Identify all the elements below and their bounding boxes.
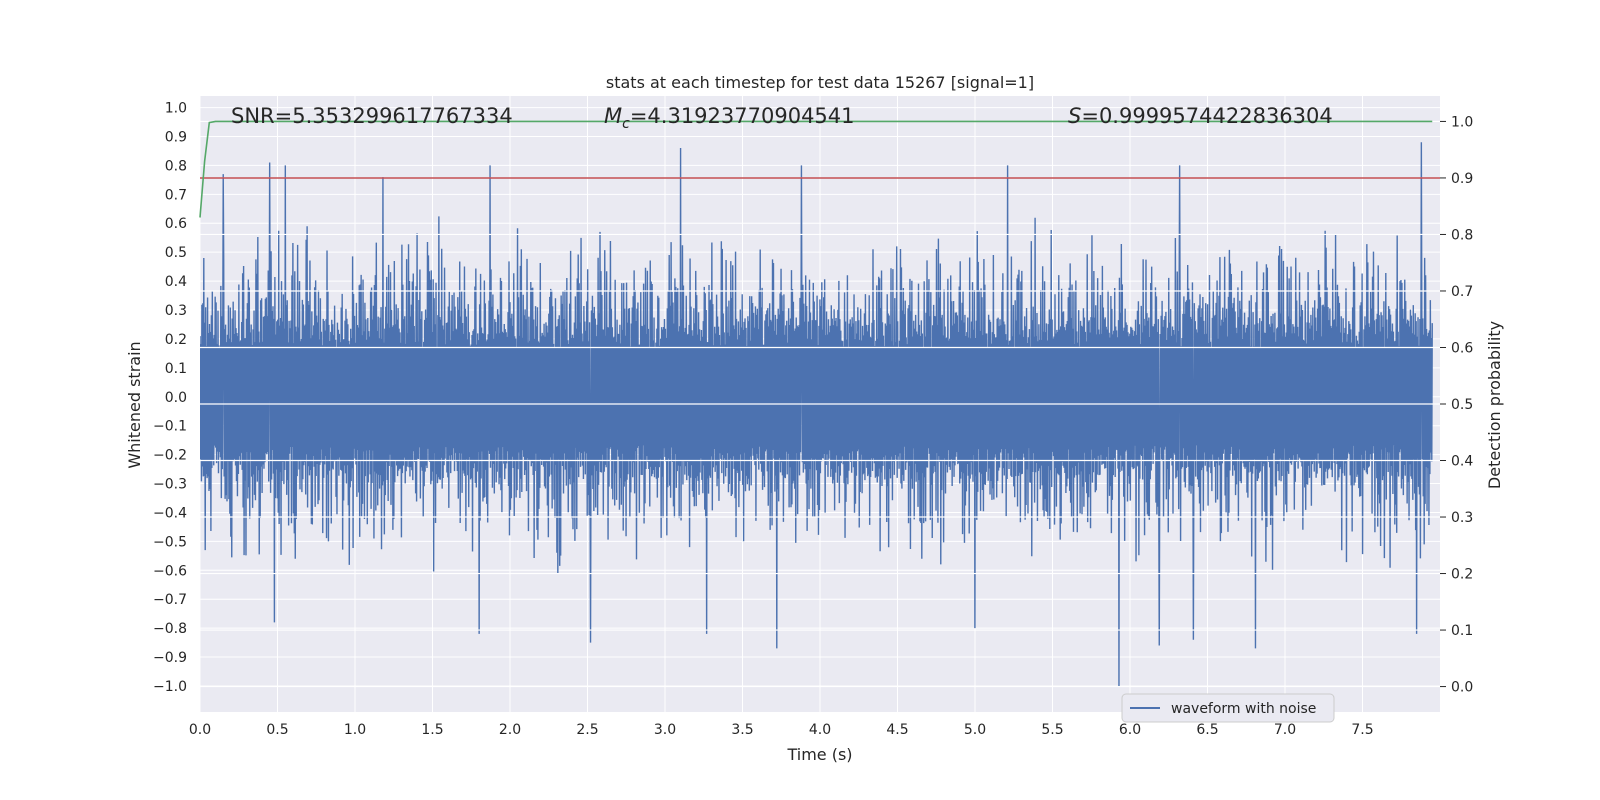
legend-label: waveform with noise: [1171, 701, 1316, 717]
y-tick-label: 0.2: [165, 332, 187, 348]
probability-line: [199, 120, 1433, 218]
y-tick-label: −0.7: [153, 592, 187, 608]
y-tick-label: −0.8: [153, 621, 187, 637]
legend-box: [1121, 693, 1335, 723]
y-tick-label: 0.8: [165, 158, 187, 174]
y2-tick-label: 0.7: [1451, 284, 1473, 300]
snr-annotation: SNR=5.353299617767334: [231, 104, 513, 128]
x-tick-label: 7.5: [1351, 722, 1373, 738]
y-tick-label: −0.1: [153, 419, 187, 435]
y-tick-label: −0.3: [153, 477, 187, 493]
s-annotation: S=0.9999574422836304: [1068, 104, 1333, 128]
legend: waveform with noise: [1121, 693, 1335, 723]
x-tick-label: 4.0: [809, 722, 831, 738]
y2-tick-label: 1.0: [1451, 114, 1473, 130]
y-tick-label: 0.4: [165, 274, 187, 290]
y2-tick-label: 0.1: [1451, 623, 1473, 639]
x-tick-label: 5.5: [1041, 722, 1063, 738]
x-tick-label: 2.0: [499, 722, 521, 738]
ticks: 0.0 0.5 1.0 1.5 2.0 2.5 3.0 3.5 4.0 4.5 5.0 5.5 6.0 6…: [153, 101, 1473, 738]
y-tick-label: −0.2: [153, 448, 187, 464]
y2-tick-label: 0.3: [1451, 510, 1473, 526]
x-tick-label: 7.0: [1274, 722, 1296, 738]
waveform-line: [200, 142, 1433, 686]
x-tick-label: 1.0: [344, 722, 366, 738]
y-tick-label: 0.6: [165, 216, 187, 232]
y2-tick-label: 0.5: [1451, 397, 1473, 413]
y2-tick-label: 0.9: [1451, 171, 1473, 187]
y2-tick-label: 0.8: [1451, 227, 1473, 243]
x-axis-label: Time (s): [786, 745, 852, 764]
y-tick-label: 0.5: [165, 245, 187, 261]
y-tick-label: 1.0: [165, 101, 187, 117]
x-tick-label: 3.5: [731, 722, 753, 738]
y-tick-label: −0.4: [153, 505, 187, 521]
x-tick-label: 5.0: [964, 722, 986, 738]
x-tick-label: 4.5: [886, 722, 908, 738]
y-tick-label: −0.6: [153, 563, 187, 579]
y-tick-label: 0.0: [165, 390, 187, 406]
y-tick-label: −0.5: [153, 534, 187, 550]
probability-series: [199, 120, 1440, 688]
y2-tick-label: 0.0: [1451, 680, 1473, 696]
y2-tick-label: 0.4: [1451, 454, 1473, 470]
y2-axis-label: Detection probability: [1485, 321, 1504, 489]
x-tick-label: 0.0: [189, 722, 211, 738]
y-tick-label: −1.0: [153, 679, 187, 695]
x-tick-label: 3.0: [654, 722, 676, 738]
x-tick-label: 2.5: [576, 722, 598, 738]
waveform-series: [200, 142, 1433, 686]
x-tick-label: 0.5: [266, 722, 288, 738]
x-tick-label: 1.5: [421, 722, 443, 738]
y-tick-label: 0.9: [165, 129, 187, 145]
x-tick-label: 6.0: [1119, 722, 1141, 738]
y-tick-label: −0.9: [153, 650, 187, 666]
y2-tick-label: 0.6: [1451, 340, 1473, 356]
chart-title: stats at each timestep for test data 152…: [606, 73, 1034, 92]
x-tick-label: 6.5: [1196, 722, 1218, 738]
y-tick-label: 0.7: [165, 187, 187, 203]
y-tick-label: 0.1: [165, 361, 187, 377]
y2-tick-label: 0.2: [1451, 567, 1473, 583]
y-tick-label: 0.3: [165, 303, 187, 319]
chirp-mass-annotation: Mc=4.31923770904541: [604, 104, 855, 132]
y-axis-label: Whitened strain: [125, 341, 144, 468]
